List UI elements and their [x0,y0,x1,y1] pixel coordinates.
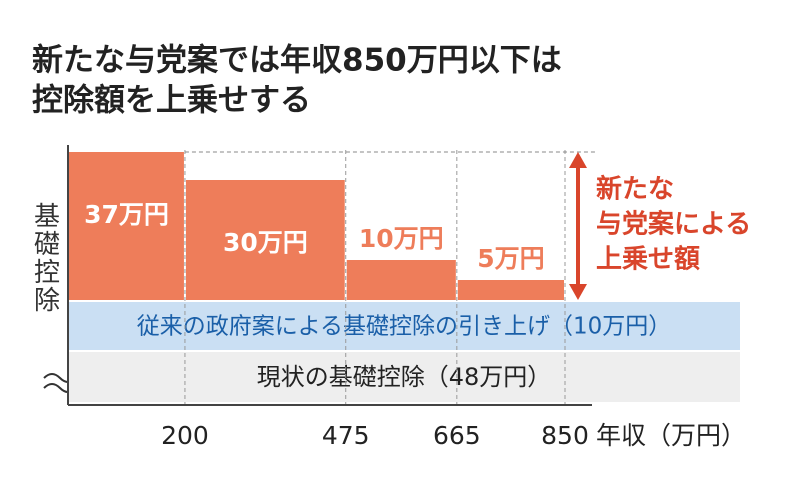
chart-title: 新たな与党案では年収850万円以下は [32,43,562,79]
annotation: 上乗せ額 [596,245,700,275]
bar [185,180,345,300]
value-label: 30万円 [223,228,308,257]
x-tick-label: 475 [322,421,370,450]
x-tick-label: 200 [161,421,209,450]
x-tick-label: 850 [541,421,589,450]
bar [69,152,184,300]
x-tick-label: 665 [433,421,481,450]
band-label: 現状の基礎控除（48万円） [257,363,552,391]
band [68,302,740,350]
bar [346,260,456,300]
value-label: 10万円 [359,224,444,253]
annotation: 与党案による [596,209,751,240]
band-label: 従来の政府案による基礎控除の引き上げ（10万円） [137,314,672,340]
value-label: 37万円 [84,200,169,229]
annotation: 新たな [596,174,674,205]
arrow-head [569,284,587,300]
band [68,352,740,402]
chart-title: 控除額を上乗せする [32,83,311,119]
y-axis-label: 基礎控除 [30,202,60,314]
value-label: 5万円 [477,244,544,273]
bar [457,280,564,300]
arrow-head [569,152,587,168]
x-axis-label: 年収（万円） [596,421,746,450]
